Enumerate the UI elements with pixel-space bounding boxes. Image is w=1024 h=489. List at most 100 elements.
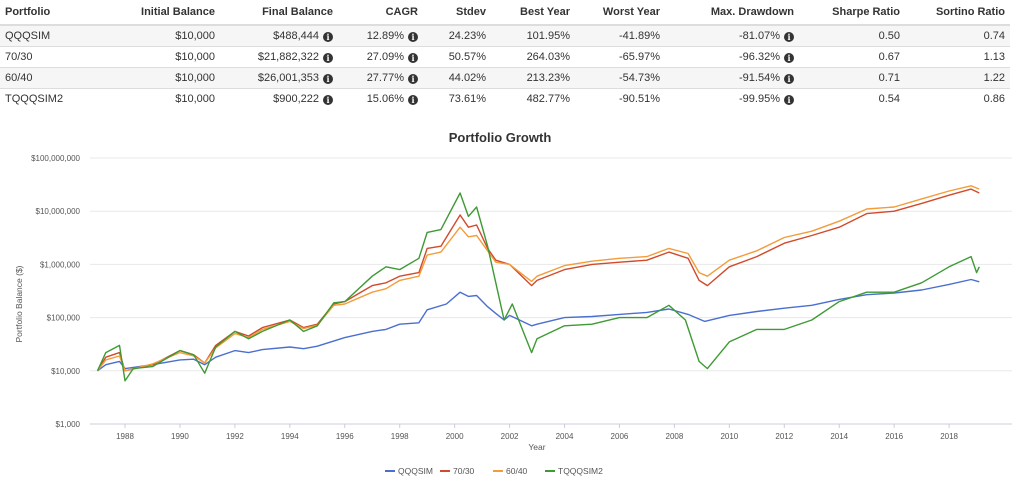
stdev-value: 44.02%	[448, 72, 486, 84]
cell-final: $21,882,322 i	[220, 46, 338, 68]
x-tick-label: 1998	[391, 432, 409, 441]
final-value: $26,001,353	[257, 72, 319, 84]
info-circle-icon[interactable]: i	[784, 53, 794, 63]
cell-sharpe: 0.67	[799, 46, 905, 68]
portfolio-growth-chart: Portfolio Growth $1,000 $10,000 $100,000 $1…	[14, 130, 1012, 476]
worst-value: -90.51%	[619, 93, 660, 105]
table-row: 60/40 $10,000 $26,001,353 i 27.77% i 44.02% 213…	[0, 67, 1010, 89]
y-tick-label: $10,000,000	[36, 207, 81, 216]
cell-worst: -41.89%	[575, 24, 665, 47]
cell-maxdd: -91.54% i	[665, 67, 799, 89]
cell-cagr: 27.77% i	[338, 67, 423, 89]
series-line-tqqqsim2	[96, 192, 980, 382]
cell-portfolio: 70/30	[0, 46, 110, 68]
x-tick-label: 2012	[775, 432, 793, 441]
portfolio-value: QQQSIM	[5, 30, 51, 42]
header-max-drawdown: Max. Drawdown	[665, 0, 799, 26]
cell-cagr: 27.09% i	[338, 46, 423, 68]
legend-item[interactable]: 60/40	[493, 466, 528, 476]
cell-portfolio: TQQQSIM2	[0, 88, 110, 109]
cell-stdev: 50.57%	[423, 46, 491, 68]
cell-sharpe: 0.50	[799, 24, 905, 47]
cell-portfolio: QQQSIM	[0, 24, 110, 47]
y-tick-label: $100,000	[47, 314, 81, 323]
info-circle-icon[interactable]: i	[784, 74, 794, 84]
x-tick-label: 2004	[556, 432, 574, 441]
y-axis-label: Portfolio Balance ($)	[14, 265, 24, 342]
initial-value: $10,000	[175, 51, 215, 63]
info-circle-icon[interactable]: i	[323, 53, 333, 63]
chart-title: Portfolio Growth	[449, 130, 552, 145]
info-circle-icon[interactable]: i	[323, 74, 333, 84]
info-circle-icon[interactable]: i	[408, 74, 418, 84]
legend-label: 70/30	[453, 466, 475, 476]
final-value: $21,882,322	[257, 51, 319, 63]
series-line-6040	[96, 185, 980, 372]
x-tick-label: 2000	[446, 432, 464, 441]
header-best-year: Best Year	[491, 0, 575, 26]
cell-stdev: 24.23%	[423, 24, 491, 47]
cell-maxdd: -81.07% i	[665, 24, 799, 47]
header-worst-year: Worst Year	[575, 0, 665, 26]
final-value: $488,444	[273, 30, 319, 42]
legend-label: QQQSIM	[398, 466, 433, 476]
cell-best: 213.23%	[491, 67, 575, 89]
table-row: QQQSIM $10,000 $488,444 i 12.89% i 24.23% 101.9…	[0, 24, 1010, 47]
sharpe-value: 0.54	[878, 93, 900, 105]
cell-stdev: 73.61%	[423, 88, 491, 109]
cell-final: $488,444 i	[220, 24, 338, 47]
cagr-value: 12.89%	[366, 30, 404, 42]
sharpe-value: 0.50	[878, 30, 900, 42]
sortino-value: 1.22	[983, 72, 1005, 84]
initial-value: $10,000	[175, 30, 215, 42]
x-tick-label: 1996	[336, 432, 354, 441]
x-tick-label: 1994	[281, 432, 299, 441]
info-circle-icon[interactable]: i	[323, 32, 333, 42]
legend-item[interactable]: TQQQSIM2	[545, 466, 603, 476]
info-circle-icon[interactable]: i	[323, 95, 333, 105]
best-value: 213.23%	[526, 72, 570, 84]
series-line-7030	[96, 188, 980, 372]
info-circle-icon[interactable]: i	[784, 95, 794, 105]
info-circle-icon[interactable]: i	[784, 32, 794, 42]
y-tick-label: $10,000	[51, 367, 80, 376]
y-tick-label: $1,000	[56, 420, 81, 429]
header-final-balance: Final Balance	[220, 0, 338, 26]
cell-sharpe: 0.54	[799, 88, 905, 109]
header-sortino-ratio: Sortino Ratio	[905, 0, 1010, 26]
header-portfolio: Portfolio	[0, 0, 110, 26]
cell-sortino: 1.13	[905, 46, 1010, 68]
info-circle-icon[interactable]: i	[408, 95, 418, 105]
cagr-value: 15.06%	[366, 93, 404, 105]
series-line-qqqsim	[97, 278, 980, 372]
cell-final: $26,001,353 i	[220, 67, 338, 89]
cell-stdev: 44.02%	[423, 67, 491, 89]
info-circle-icon[interactable]: i	[408, 32, 418, 42]
x-tick-label: 2008	[666, 432, 684, 441]
best-value: 482.77%	[526, 93, 570, 105]
sortino-value: 0.86	[983, 93, 1005, 105]
legend-label: 60/40	[506, 466, 528, 476]
portfolio-value: TQQQSIM2	[5, 93, 64, 105]
x-tick-label: 2014	[830, 432, 848, 441]
cell-cagr: 12.89% i	[338, 24, 423, 47]
x-tick-label: 2010	[720, 432, 738, 441]
maxdd-value: -81.07%	[739, 30, 780, 42]
cell-worst: -65.97%	[575, 46, 665, 68]
initial-value: $10,000	[175, 72, 215, 84]
cell-portfolio: 60/40	[0, 67, 110, 89]
cell-sharpe: 0.71	[799, 67, 905, 89]
worst-value: -54.73%	[619, 72, 660, 84]
table-row: TQQQSIM2 $10,000 $900,222 i 15.06% i 73.61% 482…	[0, 88, 1010, 109]
best-value: 264.03%	[526, 51, 570, 63]
legend-label: TQQQSIM2	[558, 466, 603, 476]
legend-item[interactable]: QQQSIM	[385, 466, 433, 476]
sharpe-value: 0.67	[878, 51, 900, 63]
table-row: 70/30 $10,000 $21,882,322 i 27.09% i 50.57% 264…	[0, 46, 1010, 68]
maxdd-value: -91.54%	[739, 72, 780, 84]
x-tick-label: 2006	[611, 432, 629, 441]
legend-item[interactable]: 70/30	[440, 466, 475, 476]
sortino-value: 1.13	[983, 51, 1005, 63]
info-circle-icon[interactable]: i	[408, 53, 418, 63]
cell-best: 264.03%	[491, 46, 575, 68]
